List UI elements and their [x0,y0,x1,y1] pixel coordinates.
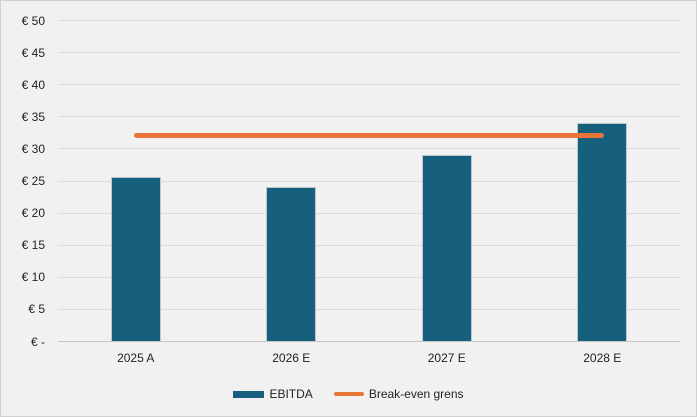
gridline-20 [58,212,680,214]
legend-item-ebitda: EBITDA [233,387,313,401]
y-tick-label-40: € 40 [21,77,45,92]
y-tick-label-5: € 5 [28,302,45,317]
breakeven-legend-label: Break-even grens [368,387,464,401]
x-label-2026-e: 2026 E [272,351,311,365]
y-tick-label-20: € 20 [21,206,45,221]
y-tick-label-10: € 10 [21,270,45,285]
legend-item-breakeven: Break-even grens [333,387,464,401]
gridline-15 [58,244,680,246]
x-label-2028-e: 2028 E [583,351,622,365]
gridline-40 [58,84,680,86]
gridline-25 [58,180,680,182]
bar-2028-e [577,122,628,341]
y-tick-label-0: € - [30,334,45,349]
y-tick-label-35: € 35 [21,109,45,124]
gridline-5 [58,308,680,310]
gridline-0 [58,341,680,342]
y-tick-label-50: € 50 [21,13,45,28]
y-tick-label-25: € 25 [21,174,45,188]
gridline-35 [58,116,680,118]
gridline-30 [58,148,680,150]
y-tick-label-15: € 15 [21,238,45,253]
x-label-2027-e: 2027 E [427,351,466,365]
y-tick-label-45: € 45 [21,45,45,60]
breakeven-line [133,133,605,138]
bar-2025-a [110,177,161,341]
chart-legend: EBITDA Break-even grens [1,387,696,401]
y-tick-label-30: € 30 [21,141,45,156]
x-label-2025-a: 2025 A [117,351,155,365]
gridline-10 [58,276,680,278]
gridline-50 [58,20,680,21]
breakeven-legend-swatch [333,392,364,396]
bar-2027-e [421,154,472,341]
gridline-45 [58,52,680,54]
ebitda-legend-swatch [233,390,265,398]
bar-2026-e [266,186,317,341]
ebitda-legend-label: EBITDA [269,387,313,401]
